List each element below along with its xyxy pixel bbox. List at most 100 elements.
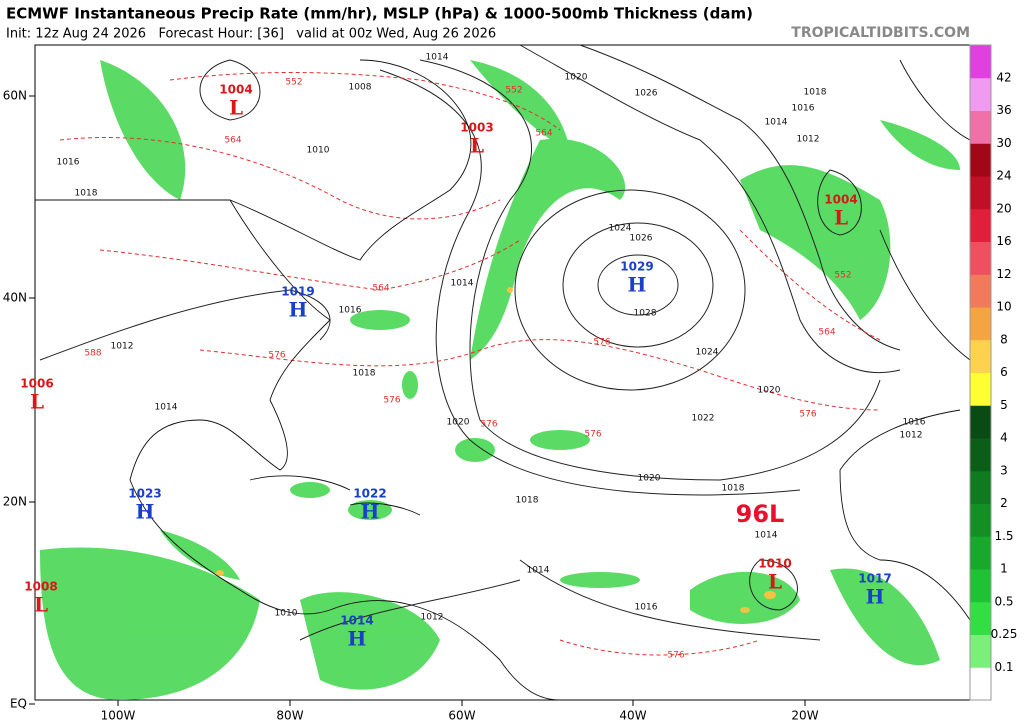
isobar-label: 1012 (421, 613, 444, 623)
center-value: 1010 (758, 557, 791, 571)
colorbar-label: 0.5 (994, 594, 1013, 608)
colorbar-segment (970, 45, 991, 79)
isobar-label: 1016 (339, 306, 362, 316)
isobar-label: 1024 (609, 224, 632, 234)
colorbar-segment (970, 241, 991, 275)
center-letter: H (628, 273, 647, 297)
center-value: 1019 (281, 285, 314, 299)
colorbar-segment (970, 372, 991, 406)
isobar-label: 1022 (692, 414, 715, 424)
isobar-label: 1026 (635, 89, 658, 99)
title: ECMWF Instantaneous Precip Rate (mm/hr),… (6, 5, 753, 23)
isobar-label: 1018 (353, 369, 376, 379)
colorbar-segment (970, 601, 991, 635)
isobar-label: 1018 (516, 496, 539, 506)
isobar-label: 1014 (765, 118, 788, 128)
colorbar-segment (970, 274, 991, 308)
lat-label: 60N (3, 89, 27, 103)
source: TROPICALTIDBITS.COM (791, 25, 970, 41)
subtitle: Init: 12z Aug 24 2026 Forecast Hour: [36… (6, 27, 496, 42)
isobar-label: 1028 (634, 309, 657, 319)
thickness-label: 576 (667, 651, 684, 661)
colorbar-segment (970, 503, 991, 537)
center-letter: L (30, 390, 44, 414)
center-letter: H (866, 585, 885, 609)
isobar-label: 1024 (696, 348, 719, 358)
coastlines (35, 59, 971, 701)
center-letter: H (289, 298, 308, 322)
isobar-label: 1018 (804, 88, 827, 98)
thickness-label: 552 (505, 86, 522, 96)
lat-label: 40N (3, 291, 27, 305)
isobar-label: 1010 (307, 146, 330, 156)
thickness-label: 564 (372, 284, 389, 294)
colorbar-frame (969, 44, 992, 701)
isobar-label: 1026 (630, 234, 653, 244)
center-letter: H (348, 627, 367, 651)
isobar-label: 1014 (155, 403, 178, 413)
lon-label: 100W (101, 709, 136, 723)
center-value: 1017 (858, 572, 891, 586)
colorbar-label: 10 (996, 300, 1011, 314)
colorbar-label: 36 (996, 103, 1011, 117)
storm-label: 96L (736, 500, 785, 528)
center-value: 1022 (353, 487, 386, 501)
isobar-label: 1014 (527, 566, 550, 576)
colorbar-label: 2 (1000, 496, 1008, 510)
colorbar-segment (970, 208, 991, 242)
center-value: 1006 (20, 377, 53, 391)
colorbar-segment (970, 110, 991, 144)
center-value: 1004 (824, 193, 857, 207)
center-value: 1014 (340, 614, 373, 628)
colorbar-label: 16 (996, 234, 1011, 248)
center-value: 1004 (219, 83, 252, 97)
colorbar-segment (970, 339, 991, 373)
colorbar-segment (970, 667, 991, 701)
isobar-label: 1014 (755, 531, 778, 541)
colorbar-label: 4 (1000, 431, 1008, 445)
center-letter: H (361, 500, 380, 524)
center-letter: L (470, 134, 484, 158)
center-value: 1008 (24, 580, 57, 594)
colorbar-label: 30 (996, 136, 1011, 150)
colorbar-label: 42 (996, 70, 1011, 84)
center-letter: L (834, 206, 848, 230)
colorbar-label: 20 (996, 201, 1011, 215)
thickness-label: 552 (285, 78, 302, 88)
isobar-label: 1016 (792, 104, 815, 114)
colorbar-label: 24 (996, 169, 1011, 183)
thickness-label: 576 (584, 430, 601, 440)
lat-label: 20N (3, 495, 27, 509)
thickness-label: 576 (593, 338, 610, 348)
colorbar-label: 0.25 (991, 627, 1018, 641)
colorbar-label: 1.5 (994, 529, 1013, 543)
lat-label: EQ (10, 697, 27, 711)
colorbar-label: 6 (1000, 365, 1008, 379)
isobar-label: 1012 (111, 342, 134, 352)
colorbar-segment (970, 569, 991, 603)
isobar-label: 1014 (451, 279, 474, 289)
thickness-label: 576 (383, 396, 400, 406)
isobar-label: 1020 (447, 418, 470, 428)
colorbar-label: 5 (1000, 398, 1008, 412)
colorbar-label: 1 (1000, 562, 1008, 576)
precip (40, 60, 960, 700)
thickness-label: 564 (535, 129, 552, 139)
colorbar-segment (970, 470, 991, 504)
lon-label: 60W (448, 709, 475, 723)
isobar-label: 1016 (57, 158, 80, 168)
center-letter: L (768, 570, 782, 594)
colorbar-segment (970, 176, 991, 210)
heavy-precip (216, 287, 776, 613)
colorbar-segment (970, 143, 991, 177)
center-letter: L (34, 593, 48, 617)
center-value: 1003 (460, 121, 493, 135)
isobars (39, 44, 901, 641)
colorbar-segment (970, 634, 991, 668)
thickness-lines (59, 72, 881, 656)
center-letter: H (136, 500, 155, 524)
colorbar-segment (970, 405, 991, 439)
colorbar-segment (970, 438, 991, 472)
colorbar-label: 3 (1000, 463, 1008, 477)
